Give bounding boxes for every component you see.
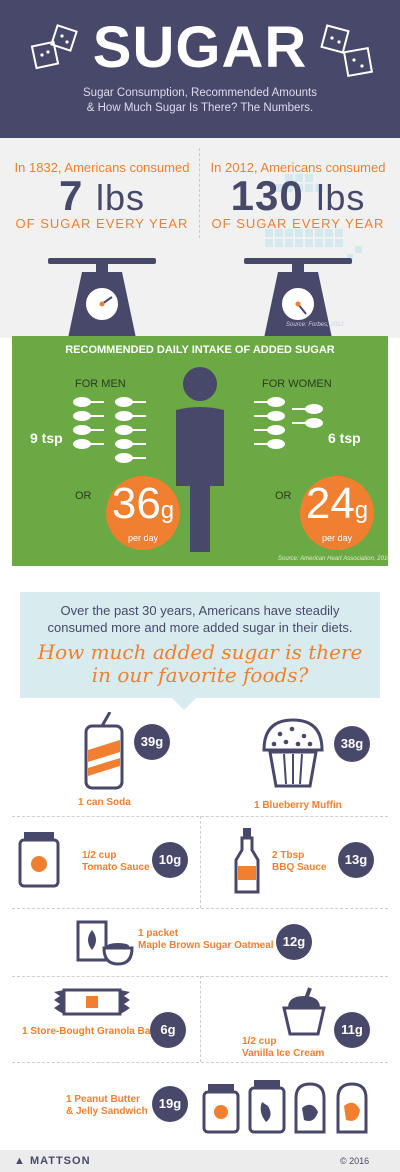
- page-title: SUGAR: [92, 15, 308, 80]
- icecream-label-line-1: 1/2 cup: [242, 1036, 277, 1047]
- page-subtitle: Sugar Consumption, Recommended Amounts &…: [40, 86, 360, 116]
- intro-line-1: Over the past 30 years, Americans have s…: [60, 603, 340, 618]
- copyright: © 2016: [340, 1156, 370, 1166]
- tomato-label-line-1: 1/2 cup: [82, 850, 117, 861]
- intro-banner-pointer: [170, 696, 198, 710]
- amount-1832: 7 lbs: [12, 172, 192, 220]
- intro-text: Over the past 30 years, Americans have s…: [26, 602, 374, 636]
- oatmeal-label-line-2: Maple Brown Sugar Oatmeal: [138, 940, 274, 951]
- men-grams: 36g: [106, 478, 180, 537]
- muffin-label: 1 Blueberry Muffin: [254, 800, 342, 811]
- oatmeal-grams-badge: 12g: [276, 924, 312, 960]
- aha-source: Source: American Heart Association, 2016: [278, 556, 391, 562]
- header-banner: [0, 0, 400, 138]
- granola-label: 1 Store-Bought Granola Bar: [22, 1026, 155, 1037]
- oatmeal-label-line-1: 1 packet: [138, 928, 179, 939]
- food-divider-4: [12, 1062, 388, 1063]
- intro-line-2: consumed more and more added sugar in th…: [47, 620, 353, 635]
- question-line-1: How much added sugar is there: [37, 640, 363, 664]
- men-grams-badge: 36g per day: [106, 476, 180, 550]
- footer: [0, 1150, 400, 1172]
- icecream-label: 1/2 cup Vanilla Ice Cream: [242, 1036, 324, 1060]
- year-2012-text: In 2012, Americans consumed: [210, 160, 386, 175]
- tomato-sauce-jar-icon: [18, 832, 60, 888]
- forbes-source: Source: Forbes, 2012: [286, 322, 344, 328]
- sugar-pile-icon: [265, 174, 362, 260]
- men-tsp: 9 tsp: [30, 430, 63, 446]
- scale-2012-icon: [244, 258, 352, 338]
- amount-1832-unit: lbs: [96, 177, 146, 218]
- section-divider: [199, 148, 200, 238]
- amount-2012: 130 lbs: [208, 172, 388, 220]
- oatmeal-label: 1 packet Maple Brown Sugar Oatmeal: [138, 928, 274, 952]
- women-teaspoons-icon: [254, 397, 323, 449]
- mattson-logo-text: MATTSON: [29, 1155, 91, 1167]
- muffin-icon: [262, 718, 324, 788]
- icecream-grams-badge: 11g: [334, 1012, 370, 1048]
- question-line-2: in our favorite foods?: [91, 663, 309, 687]
- bbq-label-line-1: 2 Tbsp: [272, 850, 305, 861]
- soda-label: 1 can Soda: [78, 797, 131, 808]
- sugar-cubes-icon-right: [320, 24, 374, 78]
- women-grams-value: 24: [305, 479, 355, 528]
- pbj-label-line-2: & Jelly Sandwich: [66, 1106, 148, 1117]
- bbq-label-line-2: BBQ Sauce: [272, 862, 327, 873]
- intro-banner: [20, 592, 380, 698]
- soda-grams-badge: 39g: [134, 724, 170, 760]
- tomato-label: 1/2 cup Tomato Sauce: [82, 850, 150, 874]
- caption-2012: OF SUGAR EVERY YEAR: [211, 216, 385, 231]
- scale-1832-icon: [48, 258, 156, 338]
- muffin-grams-badge: 38g: [334, 726, 370, 762]
- subtitle-line-2: & How Much Sugar Is There? The Numbers.: [86, 102, 314, 114]
- caption-1832: OF SUGAR EVERY YEAR: [15, 216, 189, 231]
- pbj-grams-badge: 19g: [152, 1086, 188, 1122]
- mattson-logo-icon: ▲: [14, 1155, 26, 1167]
- oatmeal-packet-icon: [76, 920, 134, 966]
- women-grams-unit: g: [354, 497, 369, 524]
- men-label: FOR MEN: [75, 378, 126, 390]
- women-grams-badge: 24g per day: [300, 476, 374, 550]
- amount-2012-unit: lbs: [316, 177, 366, 218]
- soda-can-icon: [84, 712, 124, 790]
- recommended-title: RECOMMENDED DAILY INTAKE OF ADDED SUGAR: [65, 344, 335, 356]
- person-silhouette-icon: [176, 367, 224, 552]
- granola-grams-badge: 6g: [150, 1012, 186, 1048]
- women-label: FOR WOMEN: [262, 378, 332, 390]
- women-or: OR: [275, 490, 292, 502]
- women-per-day: per day: [321, 533, 353, 543]
- men-teaspoons-icon: [73, 397, 146, 463]
- subtitle-line-1: Sugar Consumption, Recommended Amounts: [83, 87, 317, 99]
- men-or: OR: [75, 490, 92, 502]
- consumption-section: [0, 138, 400, 338]
- food-vdivider-1: [200, 816, 201, 908]
- bbq-grams-badge: 13g: [338, 842, 374, 878]
- ice-cream-cup-icon: [282, 987, 326, 1036]
- food-vdivider-2: [200, 976, 201, 1062]
- pbj-ingredients-icon: [202, 1080, 368, 1134]
- men-grams-value: 36: [111, 479, 161, 528]
- women-grams: 24g: [300, 478, 374, 537]
- pbj-label-line-1: 1 Peanut Butter: [66, 1094, 140, 1105]
- intro-question: How much added sugar is there in our fav…: [26, 641, 374, 687]
- year-1832-text: In 1832, Americans consumed: [14, 160, 190, 175]
- footer-logo: ▲ MATTSON: [14, 1155, 91, 1167]
- tomato-label-line-2: Tomato Sauce: [82, 862, 150, 873]
- bbq-label: 2 Tbsp BBQ Sauce: [272, 850, 326, 874]
- icecream-label-line-2: Vanilla Ice Cream: [242, 1048, 325, 1059]
- amount-1832-value: 7: [58, 172, 84, 219]
- food-divider-2: [12, 908, 388, 909]
- tomato-grams-badge: 10g: [152, 842, 188, 878]
- men-grams-unit: g: [160, 497, 175, 524]
- granola-bar-icon: [54, 988, 130, 1016]
- amount-2012-value: 130: [230, 172, 304, 219]
- women-tsp: 6 tsp: [328, 430, 361, 446]
- men-per-day: per day: [127, 533, 159, 543]
- sugar-cubes-icon-left: [30, 24, 78, 70]
- pbj-label: 1 Peanut Butter & Jelly Sandwich: [66, 1094, 148, 1118]
- bbq-sauce-bottle-icon: [234, 828, 260, 894]
